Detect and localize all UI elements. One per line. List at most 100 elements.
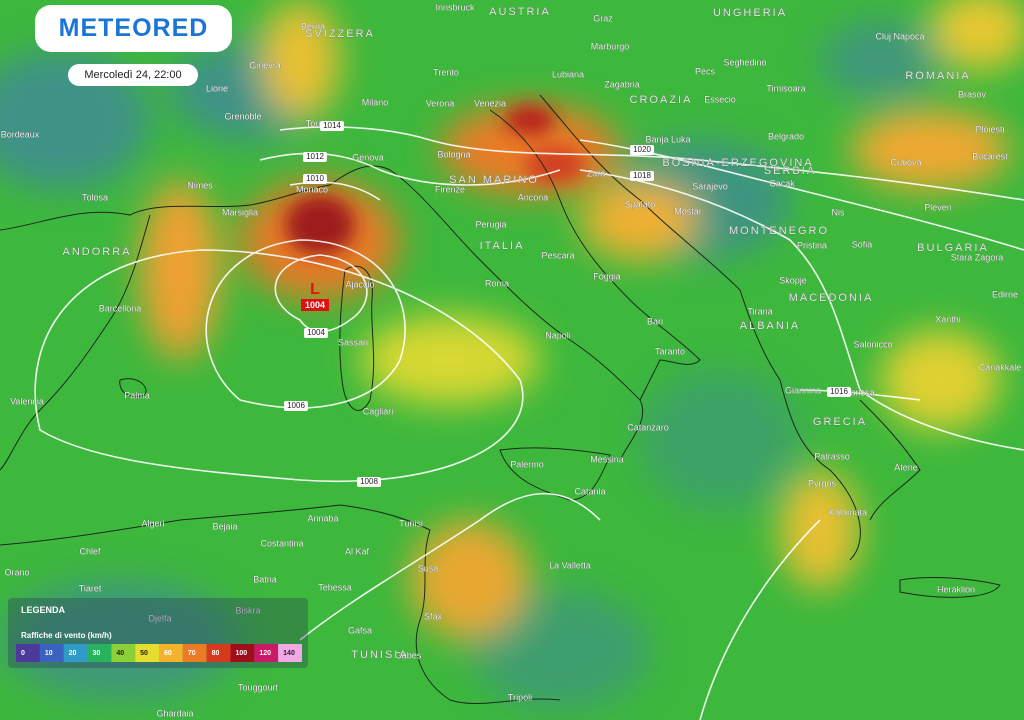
isobar-label-bg bbox=[304, 328, 328, 338]
city-label: Canakkale bbox=[979, 362, 1022, 372]
isobar-label: 1020 bbox=[633, 145, 651, 154]
legend-swatch bbox=[135, 644, 159, 662]
city-label: Tunisi bbox=[399, 518, 423, 528]
city-label: Costantina bbox=[260, 538, 303, 548]
legend-tick-label: 80 bbox=[212, 650, 220, 657]
city-label: Graz bbox=[593, 13, 613, 23]
legend-subtitle: Raffiche di vento (km/h) bbox=[21, 631, 112, 640]
legend-swatch bbox=[159, 644, 183, 662]
low-symbol: L bbox=[310, 281, 320, 298]
city-label: Nimes bbox=[187, 180, 213, 190]
city-label: Salonicco bbox=[853, 339, 892, 349]
city-label: Monaco bbox=[296, 184, 328, 194]
city-label: Skopje bbox=[779, 275, 807, 285]
city-label: Annaba bbox=[307, 513, 338, 523]
city-label: Zagabria bbox=[604, 79, 640, 89]
isobar-label: 1014 bbox=[323, 121, 341, 130]
low-pressure: L 1004 bbox=[301, 281, 329, 311]
city-label: Stara Zagora bbox=[951, 252, 1004, 262]
city-label: Xanthi bbox=[935, 314, 961, 324]
city-label: Palermo bbox=[510, 459, 544, 469]
legend-swatch bbox=[16, 644, 40, 662]
legend-swatch bbox=[230, 644, 255, 662]
city-label: Al Kaf bbox=[345, 546, 370, 556]
isobar-label: 1008 bbox=[360, 477, 378, 486]
isobar-label-bg bbox=[630, 171, 654, 181]
city-label: Sassari bbox=[338, 337, 368, 347]
city-label: Milano bbox=[362, 97, 389, 107]
legend-tick-label: 100 bbox=[236, 650, 248, 657]
city-label: Biskra bbox=[235, 605, 260, 615]
country-label: ANDORRA bbox=[62, 246, 131, 258]
country-label: MACEDONIA bbox=[789, 292, 874, 304]
isobar-label: 1018 bbox=[633, 171, 651, 180]
logo[interactable]: METEORED bbox=[35, 5, 232, 52]
legend-tick-label: 0 bbox=[21, 650, 25, 657]
isobar-label-bg bbox=[630, 145, 654, 155]
city-label: Sofia bbox=[852, 239, 873, 249]
legend-tick-label: 140 bbox=[283, 650, 295, 657]
city-label: Pleven bbox=[924, 202, 952, 212]
city-label: Pyrgos bbox=[808, 478, 837, 488]
city-label: Taranto bbox=[655, 346, 685, 356]
city-label: Messina bbox=[590, 454, 624, 464]
isobar-label: 1004 bbox=[307, 328, 325, 337]
city-label: Marsiglia bbox=[222, 207, 258, 217]
legend-tick-label: 120 bbox=[259, 650, 271, 657]
city-label: Atene bbox=[894, 462, 918, 472]
city-label: Ploiesti bbox=[975, 124, 1004, 134]
city-label: Valencia bbox=[10, 396, 44, 406]
legend-swatch bbox=[206, 644, 231, 662]
city-label: Pécs bbox=[695, 66, 716, 76]
city-label: Lubiana bbox=[552, 69, 584, 79]
city-label: La Valletta bbox=[549, 560, 591, 570]
city-label: Tripoli bbox=[508, 692, 532, 702]
legend-title: LEGENDA bbox=[21, 605, 66, 615]
city-label: Algeri bbox=[141, 518, 164, 528]
coastlines bbox=[0, 94, 1001, 705]
country-label: UNGHERIA bbox=[713, 7, 787, 19]
country-label: ROMANIA bbox=[905, 70, 970, 82]
city-label: Ginevra bbox=[249, 60, 281, 70]
city-label: Marburgo bbox=[591, 41, 630, 51]
country-label: TUNISIA bbox=[351, 649, 408, 661]
city-label: Tiaret bbox=[79, 583, 102, 593]
city-label: Barcellona bbox=[99, 303, 142, 313]
city-label: Grenoble bbox=[224, 111, 261, 121]
city-label: Tebessa bbox=[318, 582, 352, 592]
city-label: Ghardaia bbox=[156, 708, 193, 718]
legend-swatch bbox=[278, 644, 302, 662]
city-label: Perugia bbox=[475, 219, 506, 229]
isobars bbox=[34, 126, 1024, 720]
date-pill[interactable]: Mercoledì 24, 22:00 bbox=[68, 64, 198, 86]
city-label: Djelfa bbox=[148, 613, 171, 623]
city-label: Seghedino bbox=[723, 57, 766, 67]
city-label: Catania bbox=[574, 486, 605, 496]
city-label: Palma bbox=[124, 390, 150, 400]
country-label: ITALIA bbox=[480, 240, 525, 252]
legend-swatch bbox=[63, 644, 88, 662]
legend-tick-label: 70 bbox=[188, 650, 196, 657]
country-label: AUSTRIA bbox=[489, 6, 551, 18]
isobar-label: 1016 bbox=[830, 387, 848, 396]
city-label: Brasov bbox=[958, 89, 987, 99]
country-label: BULGARIA bbox=[917, 242, 989, 254]
legend-tick-label: 60 bbox=[164, 650, 172, 657]
country-label: MONTENEGRO bbox=[729, 225, 829, 237]
country-label: GRECIA bbox=[813, 416, 867, 428]
city-label: Bologna bbox=[437, 149, 470, 159]
city-label: Mostar bbox=[674, 206, 702, 216]
city-label: Pescara bbox=[541, 250, 574, 260]
city-label: Tolosa bbox=[82, 192, 108, 202]
city-label: Bucarest bbox=[972, 151, 1008, 161]
city-label: Venezia bbox=[474, 98, 506, 108]
isobar-label: 1006 bbox=[287, 401, 305, 410]
legend-tick-label: 20 bbox=[69, 650, 77, 657]
city-label: Gabes bbox=[395, 650, 422, 660]
city-label: Ancona bbox=[518, 192, 549, 202]
city-label: Bari bbox=[647, 316, 663, 326]
low-pressure-value: 1004 bbox=[305, 300, 325, 310]
country-label: SVIZZERA bbox=[305, 28, 375, 40]
